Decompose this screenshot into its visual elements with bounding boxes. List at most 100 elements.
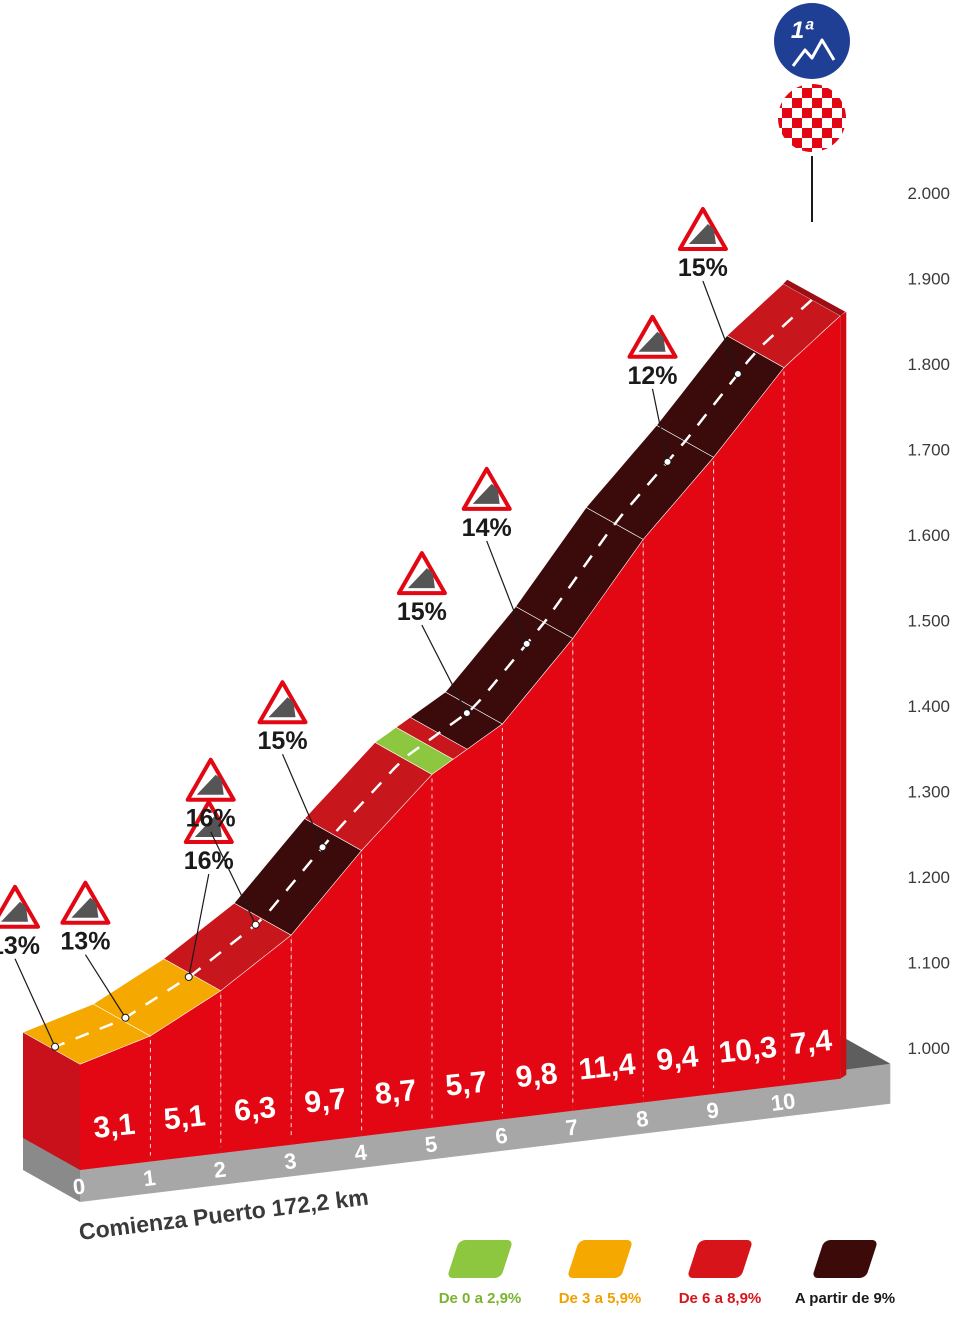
profile-wall-segment (784, 315, 841, 1086)
km-tick-label: 7 (564, 1114, 579, 1140)
checker-square (842, 88, 846, 98)
road-centre-line (51, 298, 813, 1050)
legend-swatch-darkred (811, 1240, 879, 1278)
altitude-tick-label: 1.800 (907, 355, 950, 374)
segment-gradient-value: 5,7 (444, 1065, 489, 1102)
checker-square (792, 118, 802, 128)
max-gradient-label: 13% (60, 928, 110, 956)
checker-square (812, 118, 822, 128)
altitude-tick-label: 1.900 (907, 270, 950, 289)
legend-label: De 6 a 8,9% (678, 1290, 762, 1307)
segment-gradient-value: 8,7 (373, 1074, 418, 1111)
profile-side-wall (23, 1032, 80, 1170)
checker-square (832, 118, 842, 128)
altitude-tick-label: 1.400 (907, 697, 950, 716)
gradient-leader-line (14, 958, 56, 1048)
altitude-tick-label: 2.000 (907, 184, 950, 203)
checker-square (782, 148, 792, 152)
altitude-tick-label: 1.700 (907, 441, 950, 460)
altitude-tick-label: 1.200 (907, 868, 950, 887)
checker-square (792, 138, 802, 148)
segment-gradient-value: 3,1 (92, 1108, 137, 1145)
legend-swatch-green (446, 1240, 514, 1278)
checkered-flag-icon (778, 84, 846, 152)
altitude-tick-label: 1.600 (907, 526, 950, 545)
checker-square (782, 108, 792, 118)
profile-wall-segment (150, 990, 221, 1162)
segment-gradient-value: 9,8 (514, 1057, 559, 1094)
checker-square (778, 118, 782, 128)
mountain-icon (791, 38, 836, 67)
gradient-legend: De 0 a 2,9% De 3 a 5,9% De 6 a 8,9% A pa… (420, 1240, 940, 1320)
max-gradient-label: 16% (184, 847, 234, 875)
profile-wall-segment (432, 724, 503, 1128)
legend-item-9-plus: A partir de 9% (785, 1240, 905, 1307)
profile-top-ribbon (22, 279, 846, 1065)
km-tick-label: 10 (769, 1088, 796, 1116)
km-tick-label: 2 (212, 1157, 227, 1183)
profile-wall-segment (80, 1036, 151, 1170)
checker-square (832, 98, 842, 108)
profile-wall-segment (502, 638, 573, 1120)
max-gradient-label: 13% (0, 932, 40, 960)
gradient-point-marker (522, 639, 531, 648)
profile-wall-segment (361, 774, 432, 1137)
checker-square (842, 148, 846, 152)
slope-icon (1, 901, 28, 922)
gradient-leader-line (486, 540, 528, 645)
gradient-signs: 13% 13% 16% 16% 15% 15% 14% 12% 15% (0, 207, 742, 1051)
profile-right-edge (840, 311, 847, 1079)
max-gradient-label: 15% (678, 254, 728, 282)
segment-gradient-value: 5,1 (162, 1099, 207, 1136)
altitude-tick-label: 1.500 (907, 612, 950, 631)
legend-label: De 3 a 5,9% (558, 1290, 642, 1307)
gradient-point-marker (121, 1013, 130, 1022)
slope-icon (194, 817, 222, 837)
km-tick-label: 0 (71, 1173, 86, 1199)
slope-icon (407, 568, 435, 589)
checker-square (802, 128, 812, 138)
gradient-point-marker (318, 843, 327, 852)
profile-wall-segment (643, 457, 714, 1103)
gradient-point-marker (733, 370, 742, 379)
checker-square (778, 138, 782, 148)
profile-road-endcap (783, 279, 846, 316)
segment-gradient-value: 6,3 (233, 1091, 278, 1128)
max-gradient-label: 14% (462, 514, 512, 542)
gradient-leader-line (210, 831, 257, 925)
slope-icon (268, 697, 296, 718)
segment-gradient-value: 10,3 (717, 1031, 779, 1070)
km-tick-label: 1 (142, 1165, 157, 1191)
checker-square (812, 138, 822, 148)
max-gradient-label: 15% (258, 727, 308, 755)
checker-square (802, 108, 812, 118)
checker-square (802, 148, 812, 152)
gradient-leader-line (651, 388, 669, 462)
finish-markers: 1ª (774, 3, 850, 222)
profile-wall-segment (713, 367, 784, 1095)
segment-gradient-value: 11,4 (577, 1048, 637, 1087)
checker-square (832, 84, 842, 88)
km-tick-label: 3 (283, 1148, 298, 1174)
gradient-point-marker (184, 972, 193, 981)
gradient-leader-line (84, 954, 126, 1019)
profile-walls (23, 311, 847, 1170)
legend-label: A partir de 9% (794, 1290, 896, 1307)
profile-wall-segment (220, 935, 292, 1154)
km-tick-label: 6 (494, 1123, 509, 1149)
profile-wall-segment (572, 539, 644, 1111)
altitude-tick-label: 1.000 (907, 1039, 950, 1058)
gradient-point-marker (663, 457, 672, 466)
altitude-tick-label: 1.300 (907, 783, 950, 802)
max-gradient-label: 15% (397, 598, 447, 626)
segment-gradient-value: 7,4 (789, 1024, 834, 1061)
altitude-tick-label: 1.100 (907, 954, 950, 973)
gradient-leader-line (702, 280, 739, 375)
checker-square (822, 128, 832, 138)
legend-item-6-9: De 6 a 8,9% (660, 1240, 780, 1307)
checker-square (812, 98, 822, 108)
base-side-face (23, 1138, 80, 1202)
legend-label: De 0 a 2,9% (438, 1290, 522, 1307)
legend-swatch-red (686, 1240, 754, 1278)
